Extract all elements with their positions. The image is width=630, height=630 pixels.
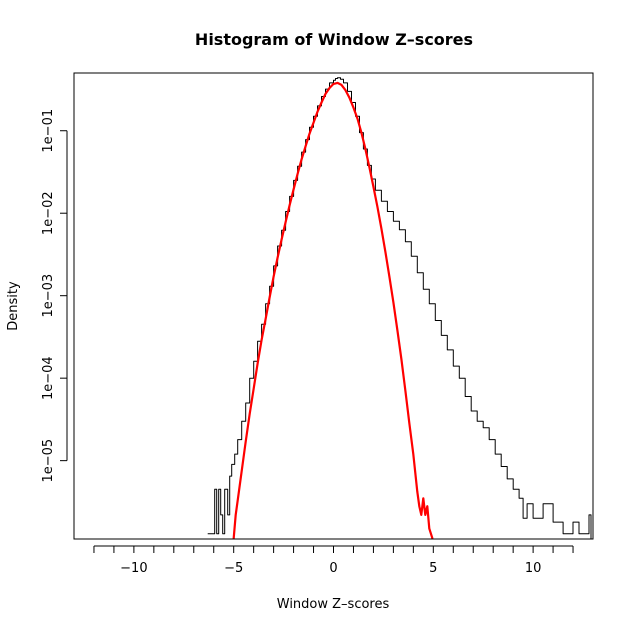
x-tick-label: 0: [329, 561, 337, 576]
x-tick-label: 5: [429, 561, 437, 576]
normal-fit-curve: [232, 81, 434, 540]
y-tick-label: 1e−05: [41, 439, 56, 483]
x-axis-label: Window Z–scores: [277, 597, 390, 612]
y-axis: 1e−01 1e−02 1e−03 1e−04 1e−05: [41, 109, 68, 483]
plot-frame: [73, 72, 594, 540]
y-tick-label: 1e−02: [41, 191, 56, 235]
y-tick-label: 1e−01: [41, 109, 56, 153]
plot-area: [207, 77, 592, 540]
histogram-step-line: [207, 77, 592, 539]
x-axis: −10 −5 0 5 10: [93, 545, 574, 576]
y-axis-label: Density: [6, 281, 21, 331]
x-tick-label: 10: [525, 561, 542, 576]
y-tick-label: 1e−03: [41, 274, 56, 318]
chart-title: Histogram of Window Z–scores: [195, 30, 473, 49]
x-tick-label: −10: [120, 561, 147, 576]
y-tick-label: 1e−04: [41, 356, 56, 400]
x-tick-label: −5: [224, 561, 243, 576]
